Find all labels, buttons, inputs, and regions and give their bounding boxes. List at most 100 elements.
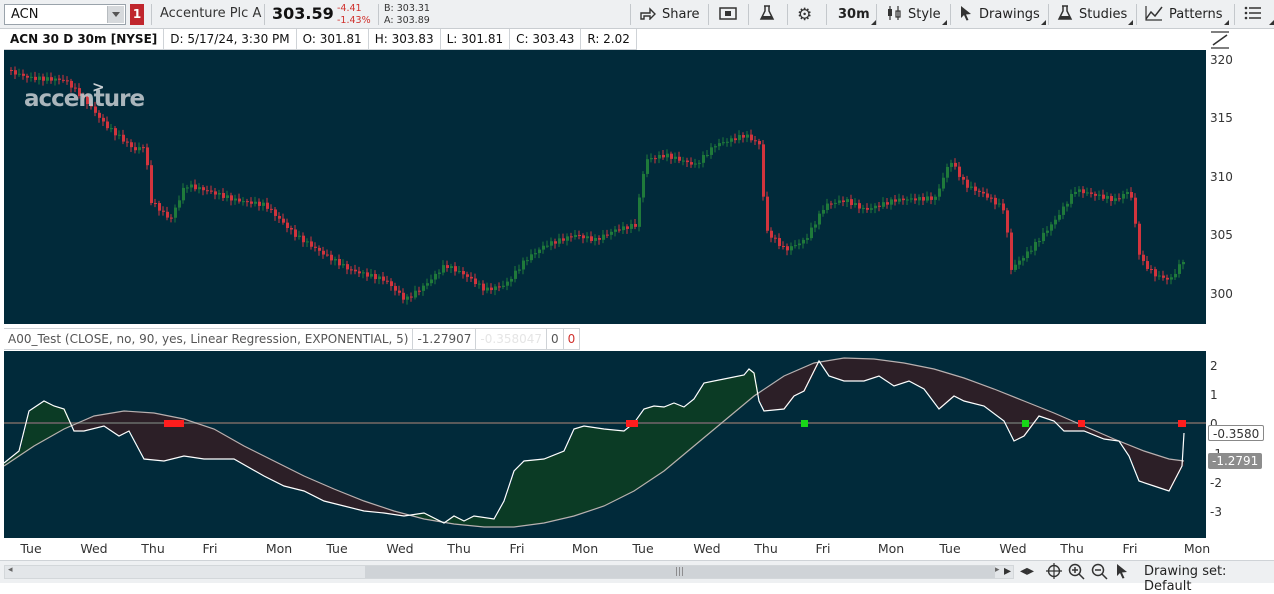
settings-button[interactable]: ⚙ [797,3,818,26]
candle-body [802,240,805,244]
candle-body [478,284,481,285]
candlestick-plot [4,50,1206,324]
fit-icon[interactable] [1210,31,1230,53]
study-fill [322,484,324,500]
study-fill [198,424,200,458]
scroll-back-icon[interactable]: ▸ [1004,563,1011,579]
study-fill [948,373,950,401]
drawings-button[interactable]: Drawings [959,3,1040,26]
candle-body [746,135,749,138]
horizontal-scrollbar[interactable]: ◂ ||| ▸ [4,565,1014,579]
study-fill [798,370,800,394]
divider [378,4,379,25]
study-fill [484,518,486,528]
study-name[interactable]: A00_Test (CLOSE, no, 90, yes, Linear Reg… [4,329,413,349]
time-axis-label: Fri [510,541,525,556]
study-fill [922,367,924,388]
candle-body [714,146,717,147]
candle-body [106,122,109,129]
study-fill [48,403,50,438]
scroll-left-icon[interactable]: ◂ [8,565,13,575]
candle-body [202,187,205,190]
study-fill [468,519,470,525]
symbol-input[interactable]: ACN [4,4,126,25]
drawing-set-label[interactable]: Drawing set: Default [1144,564,1274,594]
study-fill [582,427,584,514]
study-fill [528,461,530,526]
study-fill [576,428,578,515]
candle-body [986,193,989,197]
patterns-button[interactable]: Patterns [1145,3,1223,26]
pointer-icon[interactable] [1115,563,1129,583]
flask-icon [759,5,775,25]
study-fill [654,406,656,478]
candle-body [742,135,745,138]
study-fill [780,379,782,410]
candle-body [146,147,149,165]
price-axis[interactable]: 320 315 310 305 300 [1206,29,1274,325]
alert-flag-badge[interactable]: 1 [130,4,144,25]
net-change: -4.41 [337,3,362,14]
study-fill [38,405,40,444]
study-fill [1130,445,1132,458]
study-fill [646,408,648,483]
study-fill [944,372,946,405]
study-fill [608,429,610,504]
study-fill [268,458,270,478]
study-fill [716,381,718,428]
candle-body [618,229,621,230]
divider [708,4,709,25]
menu-button[interactable] [1244,3,1268,26]
study-fill [86,419,88,430]
study-header[interactable]: A00_Test (CLOSE, no, 90, yes, Linear Reg… [4,328,580,350]
snapshot-button[interactable] [719,3,743,26]
study-fill [932,369,934,400]
study-fill [620,431,622,498]
divider [950,4,951,25]
style-button[interactable]: Style [886,3,941,26]
timeframe-button[interactable]: 30m [838,3,870,26]
study-fill [676,404,678,461]
study-fill [618,430,620,499]
zoom-out-icon[interactable] [1091,563,1108,584]
study-fill [624,431,626,496]
study-fill [230,438,232,459]
candle-body [578,235,581,236]
study-fill [826,361,828,372]
candle-body [994,198,997,205]
signal-marker [801,420,808,427]
study-fill [894,362,896,386]
candle-body [1098,195,1101,196]
study-fill [134,412,136,441]
study-axis[interactable]: 2 1 0 -1 -2 -3 -0.3580 -1.2791 [1206,351,1274,538]
studies-button[interactable]: Studies [1057,3,1127,26]
zoom-in-icon[interactable] [1068,563,1085,584]
study-fill [270,459,272,479]
study-fill [356,498,358,509]
candle-body [1050,224,1053,230]
candle-body [630,224,633,229]
price-chart[interactable]: accenture > [4,50,1206,324]
share-button[interactable]: Share [640,3,700,26]
study-fill [480,517,482,527]
expand-time-icon[interactable]: ◂▸ [1020,563,1034,579]
crosshair-icon[interactable] [1046,563,1062,583]
candle-body [210,191,213,192]
study-chart[interactable] [4,351,1206,538]
study-fill [138,412,140,448]
study-fill [882,360,884,378]
study-fill [290,469,292,488]
time-axis-label: Mon [1184,541,1210,556]
study-fill [370,503,372,512]
candle-body [1130,192,1133,198]
scroll-right-icon[interactable]: ▸ [995,565,1000,575]
study-fill [916,365,918,384]
candle-body [494,286,497,290]
candle-body [538,250,541,253]
flask-button[interactable] [759,3,781,26]
study-fill [616,430,618,500]
study-fill [772,384,774,410]
drawings-label: Drawings [979,7,1040,22]
chevron-down-icon[interactable] [107,6,124,23]
